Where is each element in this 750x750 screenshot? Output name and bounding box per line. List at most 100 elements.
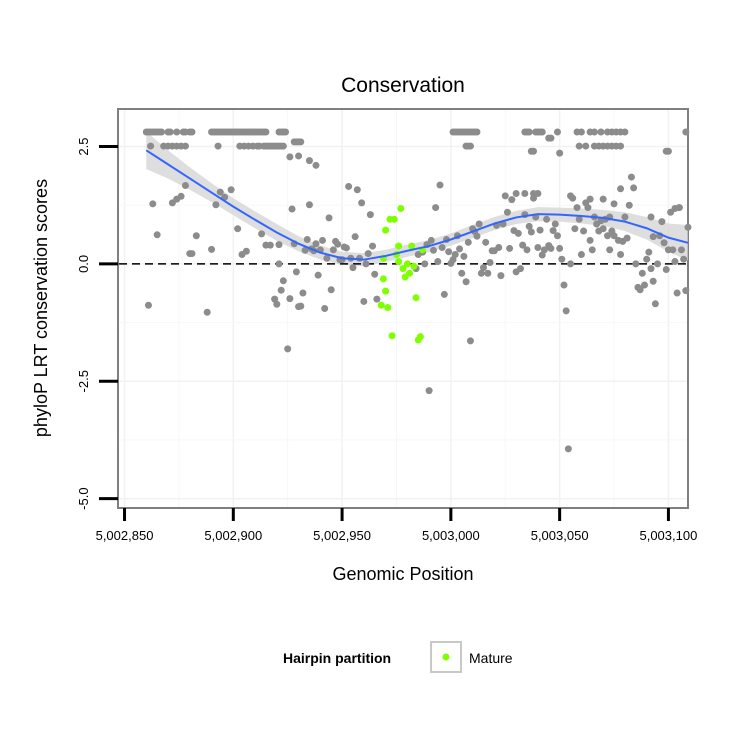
data-point-other xyxy=(586,195,594,203)
data-point-other xyxy=(325,214,333,222)
data-point-other xyxy=(275,260,283,268)
data-point-other xyxy=(173,128,181,136)
data-point-other xyxy=(181,142,189,150)
data-point-other xyxy=(506,244,514,252)
data-point-other xyxy=(530,147,538,155)
data-point-other xyxy=(351,233,359,241)
data-point-other xyxy=(456,245,464,253)
data-point-other xyxy=(645,248,653,256)
data-point-other xyxy=(582,142,590,150)
data-point-other xyxy=(479,264,487,272)
data-point-other xyxy=(525,222,533,230)
data-point-other xyxy=(227,186,235,194)
data-point-other xyxy=(630,184,638,192)
data-point-other xyxy=(625,201,633,209)
data-point-other xyxy=(540,246,548,254)
data-point-other xyxy=(473,128,481,136)
data-point-other xyxy=(649,277,657,285)
data-point-other xyxy=(275,241,283,249)
data-point-other xyxy=(617,251,625,259)
data-point-other xyxy=(149,200,157,208)
data-point-other xyxy=(188,250,196,258)
data-point-other xyxy=(305,157,313,165)
data-point-other xyxy=(284,345,292,353)
data-point-other xyxy=(556,149,564,157)
points-layer xyxy=(142,128,692,453)
data-point-other xyxy=(216,188,224,196)
data-point-other xyxy=(610,232,618,240)
data-point-other xyxy=(573,204,581,212)
data-point-other xyxy=(466,142,474,150)
data-point-other xyxy=(527,228,535,236)
data-point-other xyxy=(282,128,290,136)
data-point-other xyxy=(364,250,372,258)
data-point-other xyxy=(599,195,607,203)
smooth-line-layer xyxy=(145,149,689,261)
data-point-other xyxy=(597,128,605,136)
data-point-other xyxy=(286,153,294,161)
data-point-other xyxy=(144,301,152,309)
data-point-other xyxy=(586,236,594,244)
data-point-other xyxy=(564,445,572,453)
data-point-other xyxy=(621,213,629,221)
data-point-other xyxy=(262,128,270,136)
data-point-other xyxy=(680,255,688,263)
data-point-other xyxy=(486,258,494,266)
data-point-other xyxy=(436,181,444,189)
data-point-mature xyxy=(377,301,385,309)
data-point-mature xyxy=(397,205,405,213)
data-point-other xyxy=(638,269,646,277)
legend: Hairpin partition Mature xyxy=(283,641,513,673)
data-point-other xyxy=(558,255,566,263)
data-point-other xyxy=(295,152,303,160)
data-point-other xyxy=(345,182,353,190)
data-point-other xyxy=(192,232,200,240)
data-point-other xyxy=(580,227,588,235)
data-point-other xyxy=(588,246,596,254)
x-tick-label: 5,002,900 xyxy=(204,528,262,543)
x-tick-label: 5,003,000 xyxy=(422,528,480,543)
x-axis-title: Genomic Position xyxy=(332,564,473,584)
data-point-other xyxy=(590,128,598,136)
data-point-other xyxy=(567,192,575,200)
data-point-other xyxy=(292,268,300,276)
data-point-mature xyxy=(403,260,411,268)
data-point-other xyxy=(466,337,474,345)
legend-key-mature-dot xyxy=(442,653,450,661)
data-point-other xyxy=(664,147,672,155)
data-point-other xyxy=(571,225,579,233)
data-point-other xyxy=(606,246,614,254)
data-point-other xyxy=(604,232,612,240)
y-tick-label: -2.5 xyxy=(76,370,91,392)
data-point-other xyxy=(649,233,657,241)
data-point-other xyxy=(360,297,368,305)
data-point-other xyxy=(212,201,220,209)
data-point-other xyxy=(158,128,166,136)
y-axis-title: phyloP LRT conservation scores xyxy=(31,179,51,437)
data-point-other xyxy=(314,271,322,279)
data-point-other xyxy=(458,269,466,277)
data-point-other xyxy=(434,258,442,266)
loess-smooth-line xyxy=(145,149,689,261)
data-point-other xyxy=(279,277,287,285)
data-point-other xyxy=(682,128,690,136)
data-point-other xyxy=(327,286,335,294)
x-tick-label: 5,003,050 xyxy=(531,528,589,543)
data-point-other xyxy=(366,211,374,219)
data-point-other xyxy=(334,240,342,248)
data-point-other xyxy=(521,189,529,197)
data-point-other xyxy=(610,200,618,208)
data-point-other xyxy=(297,302,305,310)
data-point-other xyxy=(669,246,677,254)
data-point-mature xyxy=(406,269,414,277)
data-point-other xyxy=(551,220,559,228)
data-point-other xyxy=(503,208,511,216)
data-point-other xyxy=(319,236,327,244)
data-point-other xyxy=(512,189,520,197)
data-point-other xyxy=(203,308,211,316)
data-point-other xyxy=(312,161,320,169)
data-point-other xyxy=(342,244,350,252)
data-point-other xyxy=(621,128,629,136)
data-point-other xyxy=(647,265,655,273)
data-point-other xyxy=(660,239,668,247)
